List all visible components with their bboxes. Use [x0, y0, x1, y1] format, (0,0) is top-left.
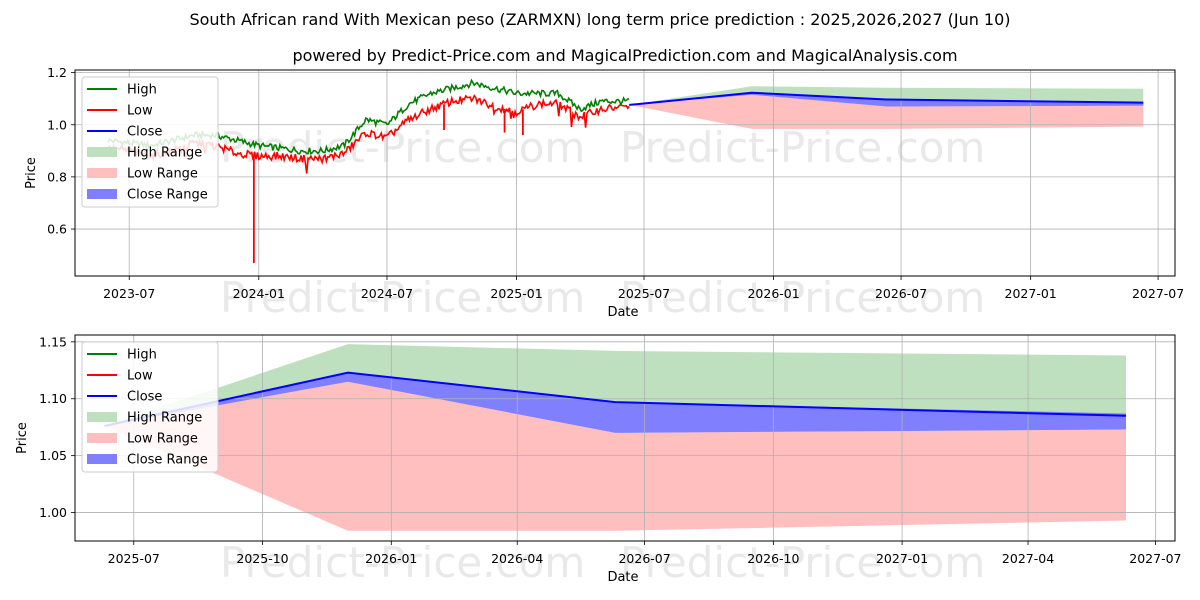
close-series-line: [104, 371, 1127, 427]
legend-label: High Range: [127, 146, 202, 161]
watermark-text: Predict-Price.com: [620, 123, 985, 172]
legend-label: High: [127, 83, 157, 98]
y-tick-label: 0.6: [47, 222, 67, 237]
chart-title: South African rand With Mexican peso (ZA…: [189, 10, 1010, 29]
legend-label: Low Range: [127, 432, 198, 447]
legend-label: Close Range: [127, 453, 208, 468]
y-tick-label: 1.0: [47, 117, 67, 132]
watermark-text: Predict-Price.com: [220, 123, 585, 172]
plot-frame: [74, 69, 1176, 277]
legend-label: High: [127, 348, 157, 363]
watermark-text: Predict-Price.com: [220, 273, 585, 322]
legend-swatch-patch: [87, 147, 117, 157]
x-tick-label: 2027-07: [1129, 551, 1181, 566]
x-tick-label: 2027-04: [1002, 551, 1054, 566]
legend-label: Close Range: [127, 188, 208, 203]
y-tick-label: 1.10: [39, 391, 67, 406]
close-series-line: [629, 91, 1144, 106]
x-tick-label: 2027-01: [1005, 286, 1057, 301]
y-tick-label: 1.05: [39, 448, 67, 463]
x-axis-label: Date: [607, 570, 638, 585]
plot-frame: [74, 334, 1176, 542]
legend-swatch-patch: [87, 412, 117, 422]
x-tick-label: 2026-10: [747, 551, 799, 566]
legend-swatch-patch: [87, 189, 117, 199]
legend-swatch-patch: [87, 454, 117, 464]
watermark-text: Predict-Price.com: [620, 273, 985, 322]
x-tick-label: 2025-10: [236, 551, 288, 566]
x-tick-label: 2027-07: [1132, 286, 1184, 301]
x-tick-label: 2024-07: [361, 286, 413, 301]
low-range-band: [629, 94, 1144, 129]
legend-label: Close: [127, 390, 162, 405]
bottom-chart-panel: Predict-Price.comPredict-Price.comPredic…: [15, 334, 1182, 587]
legend-swatch-patch: [87, 168, 117, 178]
x-axis-label: Date: [607, 305, 638, 320]
x-tick-label: 2025-07: [618, 286, 670, 301]
legend-label: Low Range: [127, 167, 198, 182]
legend-label: Low: [127, 104, 153, 119]
x-tick-label: 2026-07: [875, 286, 927, 301]
legend: High Low Close High Range Low Range Close Ran…: [81, 341, 219, 473]
y-tick-label: 1.2: [47, 65, 67, 80]
legend: High Low Close High Range Low Range Close Ran…: [81, 76, 219, 208]
x-tick-label: 2026-01: [365, 551, 417, 566]
legend-label: High Range: [127, 411, 202, 426]
y-axis-label: Price: [15, 422, 30, 454]
chart-subtitle: powered by Predict-Price.com and Magical…: [292, 46, 957, 65]
x-tick-label: 2026-04: [491, 551, 543, 566]
x-tick-label: 2025-01: [490, 286, 542, 301]
top-chart-panel: Predict-Price.com Predict-Price.com Predic…: [24, 65, 1184, 322]
legend-label: Low: [127, 369, 153, 384]
x-tick-label: 2023-07: [103, 286, 155, 301]
legend-label: Close: [127, 125, 162, 140]
legend-swatch-patch: [87, 433, 117, 443]
low-range-band: [104, 381, 1126, 531]
y-tick-label: 1.15: [39, 334, 67, 349]
x-tick-label: 2026-07: [618, 551, 670, 566]
x-tick-label: 2026-01: [747, 286, 799, 301]
x-tick-label: 2024-01: [233, 286, 285, 301]
y-tick-label: 0.8: [47, 169, 67, 184]
watermark-text: Predict-Price.com: [620, 538, 985, 587]
y-axis-label: Price: [24, 157, 39, 189]
y-tick-label: 1.00: [39, 505, 67, 520]
x-tick-label: 2025-07: [108, 551, 160, 566]
x-tick-label: 2027-01: [876, 551, 928, 566]
watermark-text: Predict-Price.com: [220, 538, 585, 587]
